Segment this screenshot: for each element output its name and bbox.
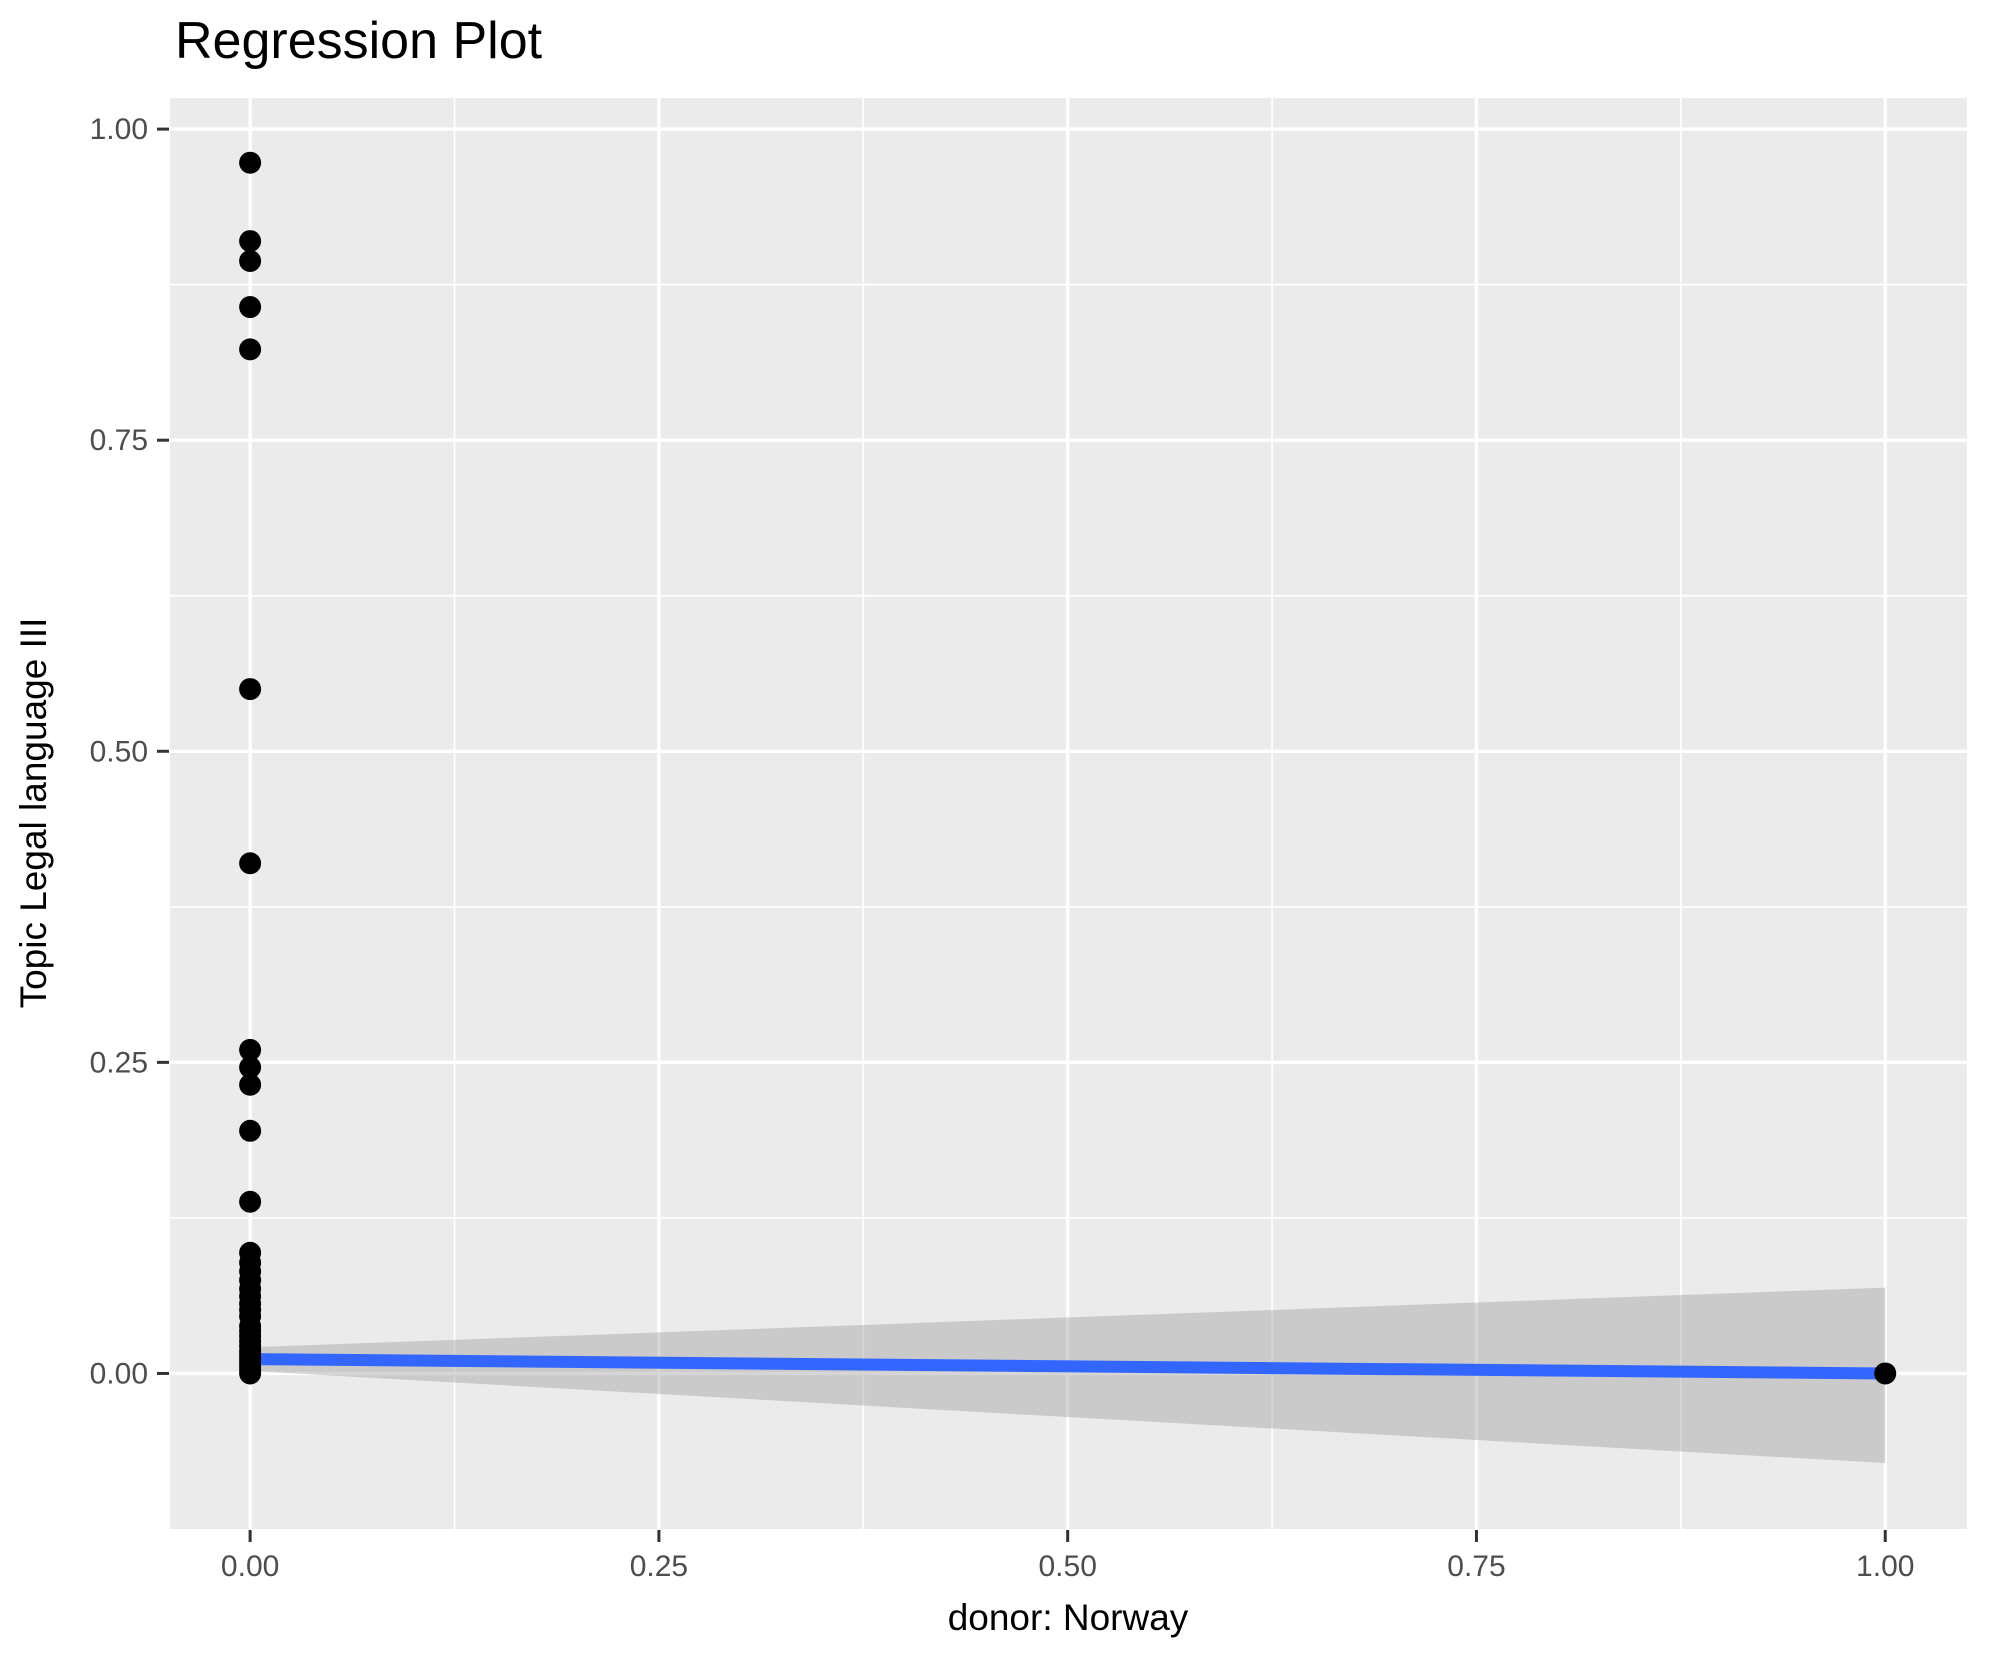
scatter-point [239,250,262,273]
scatter-point [239,852,262,875]
data-points [239,151,1897,1385]
scatter-point [239,338,262,361]
scatter-point [239,151,262,174]
grid-major-lines [170,98,1967,1529]
scatter-point [239,1362,262,1385]
confidence-band [250,1287,1886,1464]
y-tick-label: 0.25 [90,1046,148,1079]
y-tick-label: 1.00 [90,113,148,146]
x-tick-label: 1.00 [1856,1550,1914,1583]
x-axis-title: donor: Norway [948,1597,1189,1638]
scatter-point [239,1119,262,1142]
x-tick-label: 0.75 [1447,1550,1505,1583]
axis-tick-marks [157,127,1887,1542]
x-tick-label: 0.00 [221,1550,279,1583]
confidence-band-area [250,1287,1886,1464]
scatter-point [239,1190,262,1213]
regression-line-segment [250,1353,1886,1380]
scatter-point [239,678,262,701]
y-axis-title: Topic Legal language III [13,618,54,1009]
regression-line [250,1353,1886,1380]
scatter-point [239,296,262,319]
axis-tick-labels: 0.00 0.25 0.50 0.75 1.00 0.00 0.25 0.50 0.75 1.00 [90,113,1915,1583]
scatter-point [239,1073,262,1096]
scatter-point [239,1056,262,1079]
y-tick-label: 0.75 [90,424,148,457]
x-tick-label: 0.50 [1038,1550,1096,1583]
scatter-point [1874,1362,1897,1385]
scatter-point [239,230,262,253]
y-tick-label: 0.00 [90,1357,148,1390]
chart-title: Regression Plot [175,12,543,70]
y-tick-label: 0.50 [90,735,148,768]
scatter-point [239,1038,262,1061]
x-tick-label: 0.25 [630,1550,688,1583]
